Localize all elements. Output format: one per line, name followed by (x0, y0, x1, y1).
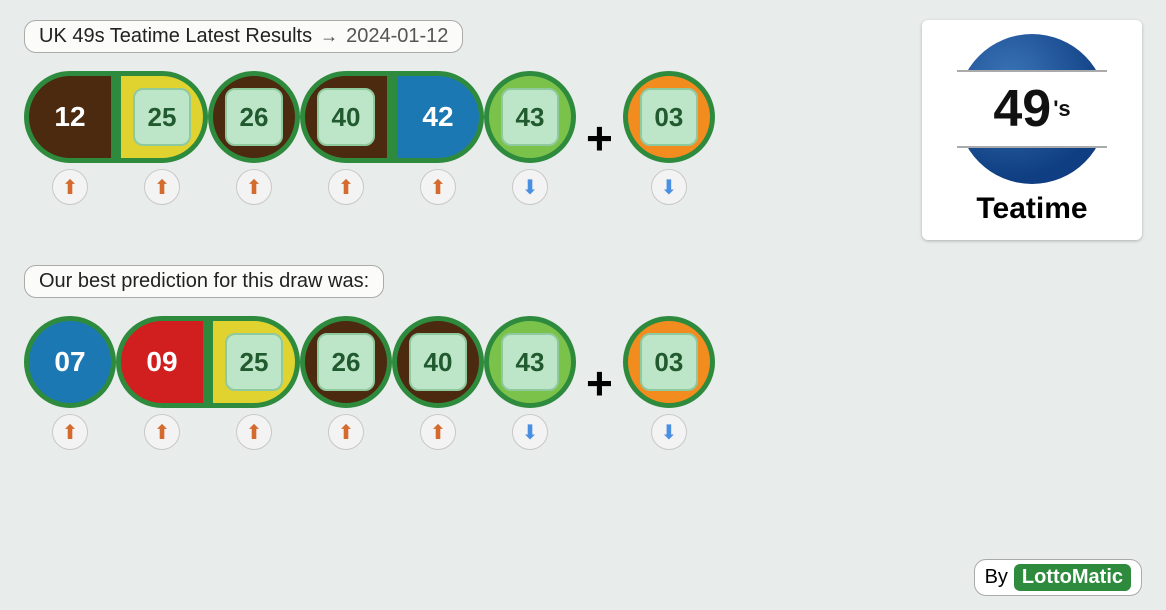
number-value: 40 (409, 333, 467, 391)
arrow-right-icon: → (320, 26, 338, 47)
arrow-down-icon: ⬇ (651, 414, 687, 450)
ball-wrap: 25 ⬆ (116, 71, 208, 205)
ball-wrap: 26 ⬆ (300, 316, 392, 450)
number-ball: 12 (24, 71, 116, 163)
number-ball: 07 (24, 316, 116, 408)
teatime-logo: 49's Teatime (922, 20, 1142, 240)
number-value: 03 (640, 88, 698, 146)
ball-wrap: 40 ⬆ (392, 316, 484, 450)
number-ball: 42 (392, 71, 484, 163)
plus-sign: + (586, 92, 613, 184)
logo-number: 49's (957, 70, 1107, 148)
number-value: 26 (317, 333, 375, 391)
ball-wrap: 03 ⬇ (623, 316, 715, 450)
footer-by: By (985, 566, 1008, 589)
ball-wrap: 12 ⬆ (24, 71, 116, 205)
ball-wrap: 26 ⬆ (208, 71, 300, 205)
number-ball: 25 (116, 71, 208, 163)
ball-wrap: 07 ⬆ (24, 316, 116, 450)
arrow-up-icon: ⬆ (52, 169, 88, 205)
number-value: 03 (640, 333, 698, 391)
arrow-up-icon: ⬆ (420, 414, 456, 450)
logo-49: 49 (993, 79, 1051, 139)
ball-wrap: 43 ⬇ (484, 71, 576, 205)
number-value: 25 (225, 333, 283, 391)
prediction-header: Our best prediction for this draw was: (24, 265, 384, 298)
ball-wrap: 25 ⬆ (208, 316, 300, 450)
ball-wrap: 40 ⬆ (300, 71, 392, 205)
logo-suffix: 's (1053, 96, 1070, 122)
arrow-down-icon: ⬇ (512, 414, 548, 450)
ball-wrap: 43 ⬇ (484, 316, 576, 450)
brand-badge: LottoMatic (1014, 564, 1131, 591)
arrow-down-icon: ⬇ (651, 169, 687, 205)
arrow-up-icon: ⬆ (420, 169, 456, 205)
number-ball: 40 (300, 71, 392, 163)
number-ball: 09 (116, 316, 208, 408)
number-ball: 43 (484, 71, 576, 163)
arrow-up-icon: ⬆ (236, 414, 272, 450)
arrow-up-icon: ⬆ (236, 169, 272, 205)
results-row: 12 ⬆ 25 ⬆ 26 ⬆ 40 ⬆ 42 ⬆ 43 ⬇ +03 ⬇ (24, 71, 892, 205)
number-ball: 26 (300, 316, 392, 408)
ball-wrap: 09 ⬆ (116, 316, 208, 450)
arrow-up-icon: ⬆ (52, 414, 88, 450)
results-title: UK 49s Teatime Latest Results (39, 25, 312, 48)
number-ball: 03 (623, 71, 715, 163)
number-value: 26 (225, 88, 283, 146)
logo-ball-icon: 49's (957, 34, 1107, 184)
arrow-up-icon: ⬆ (328, 414, 364, 450)
logo-subtitle: Teatime (976, 192, 1087, 226)
number-ball: 25 (208, 316, 300, 408)
number-value: 43 (501, 88, 559, 146)
number-value: 43 (501, 333, 559, 391)
results-header: UK 49s Teatime Latest Results → 2024-01-… (24, 20, 463, 53)
number-value: 25 (133, 88, 191, 146)
predictions-row: 07 ⬆ 09 ⬆ 25 ⬆ 26 ⬆ 40 ⬆ 43 ⬇ +03 ⬇ (24, 316, 892, 450)
arrow-down-icon: ⬇ (512, 169, 548, 205)
ball-wrap: 42 ⬆ (392, 71, 484, 205)
footer-pill: By LottoMatic (974, 559, 1142, 596)
number-ball: 40 (392, 316, 484, 408)
prediction-title: Our best prediction for this draw was: (39, 270, 369, 293)
number-ball: 26 (208, 71, 300, 163)
arrow-up-icon: ⬆ (328, 169, 364, 205)
plus-sign: + (586, 337, 613, 429)
footer: By LottoMatic (974, 559, 1142, 596)
number-value: 40 (317, 88, 375, 146)
number-ball: 03 (623, 316, 715, 408)
ball-wrap: 03 ⬇ (623, 71, 715, 205)
arrow-up-icon: ⬆ (144, 414, 180, 450)
number-ball: 43 (484, 316, 576, 408)
results-date: 2024-01-12 (346, 25, 448, 48)
arrow-up-icon: ⬆ (144, 169, 180, 205)
